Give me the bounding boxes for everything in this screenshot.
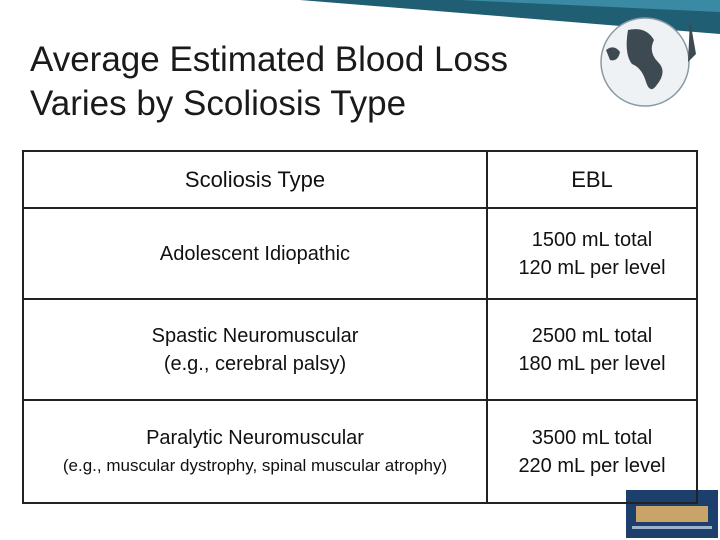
cell-line: 2500 mL total (531, 324, 653, 347)
cell-line: (e.g., muscular dystrophy, spinal muscul… (62, 455, 448, 475)
header-row: Scoliosis Type EBL (22, 150, 698, 209)
row: Paralytic Neuromuscular (e.g., muscular d… (22, 399, 698, 504)
table: Scoliosis Type EBL Adolescent Idiopathic… (22, 150, 698, 504)
globe (600, 17, 696, 107)
cell-line: Adolescent Idiopathic (159, 242, 351, 265)
header-cell: Scoliosis Type (22, 150, 488, 209)
cell-line: 180 mL per level (518, 352, 666, 375)
cell: Spastic Neuromuscular (e.g., cerebral pal… (22, 298, 488, 401)
header-cell: EBL (486, 150, 698, 209)
cell-line: (e.g., cerebral palsy) (163, 352, 347, 375)
cell: 2500 mL total 180 mL per level (486, 298, 698, 401)
cell: 1500 mL total 120 mL per level (486, 207, 698, 300)
title-line: Average Estimated Blood Loss (30, 40, 508, 79)
row: Adolescent Idiopathic 1500 mL total 120 m… (22, 207, 698, 300)
cell: 3500 mL total 220 mL per level (486, 399, 698, 504)
title-line: Varies by Scoliosis Type (30, 84, 407, 123)
cell-line: 1500 mL total (531, 228, 653, 251)
row: Spastic Neuromuscular (e.g., cerebral pal… (22, 298, 698, 401)
cell-line: 3500 mL total (531, 426, 653, 449)
cell-line: 120 mL per level (518, 256, 666, 279)
cell: Adolescent Idiopathic (22, 207, 488, 300)
cell-line: Paralytic Neuromuscular (146, 426, 364, 449)
top-band-light (460, 0, 720, 12)
top-band (300, 0, 720, 34)
cell: Paralytic Neuromuscular (e.g., muscular d… (22, 399, 488, 504)
cell-line: 220 mL per level (518, 454, 666, 477)
cell-line: Spastic Neuromuscular (151, 324, 359, 347)
